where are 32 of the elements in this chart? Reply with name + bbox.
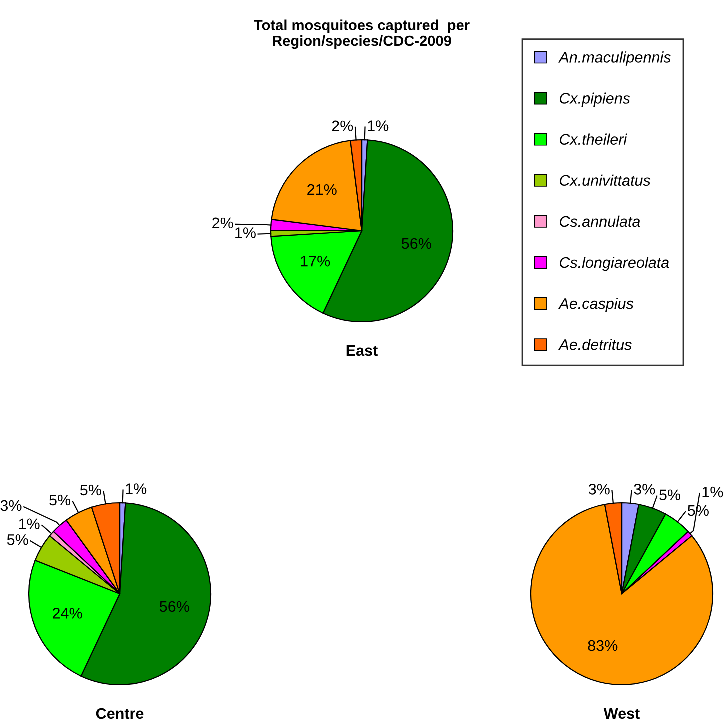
data-label: 21% — [308, 184, 337, 196]
legend-label: Cx.pipiens — [560, 92, 630, 107]
legend-label: Ae.detritus — [558, 339, 632, 350]
data-label: 1% — [19, 518, 40, 530]
data-label: 5% — [80, 484, 102, 496]
data-label: 1% — [702, 486, 724, 498]
data-label: 56% — [402, 238, 432, 250]
data-label: 3% — [634, 484, 656, 495]
data-label: 1% — [368, 120, 389, 132]
data-label: 5% — [7, 534, 28, 546]
legend-label: Cx.theileri — [560, 134, 628, 145]
data-label: 2% — [212, 218, 234, 229]
legend-label: Ae.caspius — [558, 298, 634, 312]
data-label: 1% — [126, 484, 147, 494]
legend-label: Cs.longiareolata — [560, 256, 670, 272]
chart-title: Total mosquitoes captured per Region/species/CDC-2009 — [254, 20, 470, 50]
text: Centre — [96, 708, 144, 720]
legend-label: Cx.univittatus — [560, 174, 651, 186]
data-label: 3% — [0, 500, 22, 512]
data-label: 1% — [236, 228, 256, 238]
text: East — [346, 345, 378, 356]
data-label: 17% — [301, 256, 330, 267]
data-label: 5% — [660, 490, 680, 500]
data-label: 3% — [588, 484, 610, 495]
text: West — [604, 708, 640, 720]
data-label: 56% — [160, 601, 190, 612]
data-label: 24% — [53, 608, 82, 619]
data-label: 83% — [588, 640, 618, 652]
data-label: 2% — [332, 120, 354, 132]
legend-label: An.maculipennis — [558, 52, 671, 66]
legend-label: Cs.annulata — [560, 216, 640, 228]
data-label: 5% — [50, 494, 71, 506]
